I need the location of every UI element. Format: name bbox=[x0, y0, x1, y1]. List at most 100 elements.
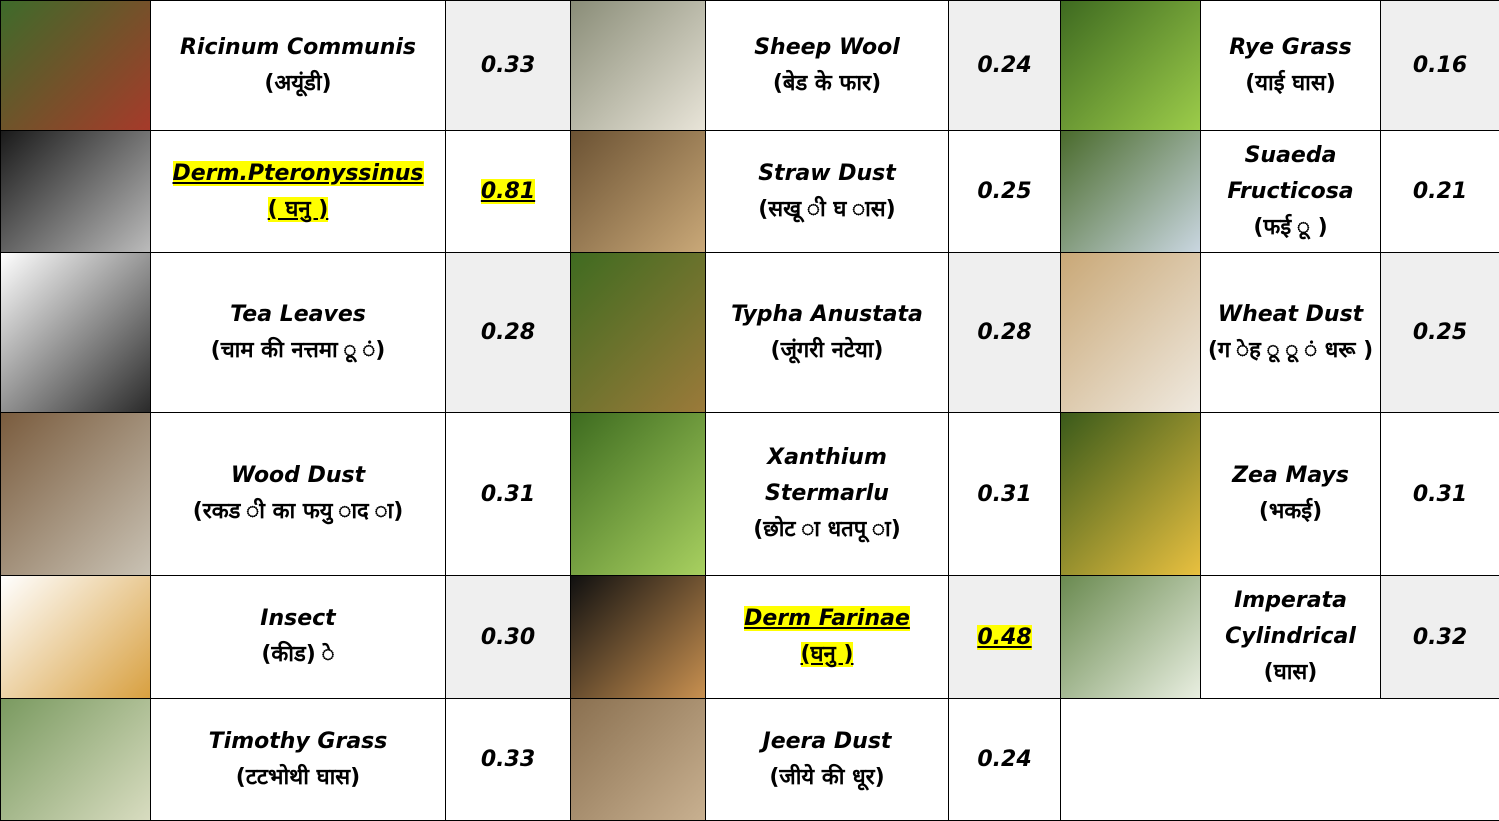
value-cell: 0.32 bbox=[1381, 576, 1499, 699]
image-cell bbox=[571, 1, 706, 131]
value-cell: 0.48 bbox=[949, 576, 1061, 699]
image-cell bbox=[571, 253, 706, 413]
empty-cell bbox=[1061, 699, 1499, 821]
name-cell: Suaeda Fructicosa(फई ू ) bbox=[1201, 131, 1381, 253]
allergen-image bbox=[571, 699, 705, 820]
local-name-wrap: (जीये की धूर) bbox=[706, 760, 948, 796]
name-cell: Derm Farinae (घनु ) bbox=[706, 576, 949, 699]
allergen-image bbox=[1061, 1, 1200, 130]
allergen-name: Jeera Dust bbox=[763, 729, 892, 754]
value-cell: 0.24 bbox=[949, 699, 1061, 821]
image-cell bbox=[1061, 1, 1201, 131]
local-name-wrap: (ग ेह ू ू ं धरू ) bbox=[1201, 333, 1380, 369]
table-row: Timothy Grass (टटभोथी घास) 0.33 Jeera Dust (… bbox=[1, 699, 1499, 821]
value-cell: 0.28 bbox=[949, 253, 1061, 413]
name-cell: Typha Anustata (जूंगरी नटेया) bbox=[706, 253, 949, 413]
value-cell: 0.28 bbox=[446, 253, 571, 413]
image-cell bbox=[571, 699, 706, 821]
image-cell bbox=[1, 131, 151, 253]
local-name: (घास) bbox=[1264, 660, 1318, 685]
local-name-wrap: (भकई) bbox=[1201, 494, 1380, 530]
allergen-image bbox=[571, 413, 705, 575]
allergen-name: Timothy Grass bbox=[209, 729, 388, 754]
image-cell bbox=[1, 253, 151, 413]
value: 0.33 bbox=[481, 53, 535, 78]
name-cell: Sheep Wool(बेड के फार) bbox=[706, 1, 949, 131]
allergen-name: Straw Dust bbox=[758, 161, 896, 186]
local-name: (अयूंडी) bbox=[264, 71, 331, 96]
local-name: (छोट ा धतपू ा) bbox=[753, 517, 901, 542]
local-name: (रकड ी का फयु ाद ा) bbox=[193, 499, 404, 524]
allergen-name: Rye Grass bbox=[1229, 35, 1351, 60]
local-name: (टटभोथी घास) bbox=[236, 765, 360, 790]
image-cell bbox=[1061, 576, 1201, 699]
value: 0.31 bbox=[1413, 482, 1467, 507]
value-cell: 0.25 bbox=[949, 131, 1061, 253]
local-name-wrap: (चाम की नत्तमा ू ं) bbox=[151, 333, 445, 369]
table-row: Derm.Pteronyssinus ( घनु ) 0.81 Straw Dust (… bbox=[1, 131, 1499, 253]
image-cell bbox=[571, 413, 706, 576]
value: 0.24 bbox=[977, 53, 1031, 78]
allergen-image bbox=[1, 253, 150, 412]
value-cell: 0.21 bbox=[1381, 131, 1499, 253]
image-cell bbox=[1061, 131, 1201, 253]
local-name-wrap: (जूंगरी नटेया) bbox=[706, 333, 948, 369]
image-cell bbox=[1, 1, 151, 131]
local-name-wrap: (रकड ी का फयु ाद ा) bbox=[151, 494, 445, 530]
value: 0.25 bbox=[977, 179, 1031, 204]
table-row: Insect (कीड) े 0.30 Derm Farinae (घनु ) 0.48 I… bbox=[1, 576, 1499, 699]
value-cell: 0.31 bbox=[446, 413, 571, 576]
local-name-wrap: (छोट ा धतपू ा) bbox=[706, 512, 948, 548]
value: 0.30 bbox=[481, 625, 535, 650]
local-name: (घनु ) bbox=[801, 642, 854, 667]
value-cell: 0.33 bbox=[446, 1, 571, 131]
value-cell: 0.31 bbox=[1381, 413, 1499, 576]
value-cell: 0.31 bbox=[949, 413, 1061, 576]
value-cell: 0.81 bbox=[446, 131, 571, 253]
allergen-image bbox=[571, 131, 705, 252]
name-cell: Derm.Pteronyssinus ( घनु ) bbox=[151, 131, 446, 253]
allergen-image bbox=[1, 576, 150, 698]
local-name: ( घनु ) bbox=[268, 197, 329, 222]
allergen-name: Wheat Dust bbox=[1218, 302, 1363, 327]
allergen-name: Derm.Pteronyssinus bbox=[173, 161, 424, 186]
allergen-image bbox=[1061, 413, 1200, 575]
name-cell: Jeera Dust (जीये की धूर) bbox=[706, 699, 949, 821]
name-cell: Timothy Grass (टटभोथी घास) bbox=[151, 699, 446, 821]
allergen-image bbox=[1, 699, 150, 820]
value: 0.16 bbox=[1413, 53, 1467, 78]
allergen-name: Typha Anustata bbox=[731, 302, 923, 327]
local-name-wrap: (याई घास) bbox=[1201, 66, 1380, 102]
local-name-wrap: (सखू ी घ ास) bbox=[706, 192, 948, 228]
value: 0.81 bbox=[481, 179, 535, 204]
allergen-image bbox=[1, 1, 150, 130]
allergen-image bbox=[571, 253, 705, 412]
image-cell bbox=[1, 413, 151, 576]
name-cell: Straw Dust (सखू ी घ ास) bbox=[706, 131, 949, 253]
local-name: (फई ू ) bbox=[1253, 215, 1327, 240]
image-cell bbox=[1061, 413, 1201, 576]
name-cell: Tea Leaves (चाम की नत्तमा ू ं) bbox=[151, 253, 446, 413]
image-cell bbox=[1, 699, 151, 821]
image-cell bbox=[571, 576, 706, 699]
value-cell: 0.25 bbox=[1381, 253, 1499, 413]
allergen-name: Tea Leaves bbox=[230, 302, 366, 327]
allergen-name: Imperata Cylindrical bbox=[1225, 588, 1356, 649]
local-name-wrap: (कीड) े bbox=[151, 637, 445, 673]
allergen-image bbox=[571, 576, 705, 698]
local-name: (जीये की धूर) bbox=[769, 765, 884, 790]
value: 0.33 bbox=[481, 747, 535, 772]
allergen-image bbox=[1061, 576, 1200, 698]
value: 0.28 bbox=[481, 320, 535, 345]
allergen-name: Derm Farinae bbox=[744, 606, 910, 631]
value: 0.28 bbox=[977, 320, 1031, 345]
value: 0.31 bbox=[481, 482, 535, 507]
value: 0.48 bbox=[977, 625, 1031, 650]
allergen-name: Zea Mays bbox=[1232, 463, 1349, 488]
value-cell: 0.24 bbox=[949, 1, 1061, 131]
value-cell: 0.33 bbox=[446, 699, 571, 821]
local-name: (ग ेह ू ू ं धरू ) bbox=[1208, 338, 1373, 363]
allergen-name: Insect bbox=[260, 606, 335, 631]
name-cell: Zea Mays (भकई) bbox=[1201, 413, 1381, 576]
